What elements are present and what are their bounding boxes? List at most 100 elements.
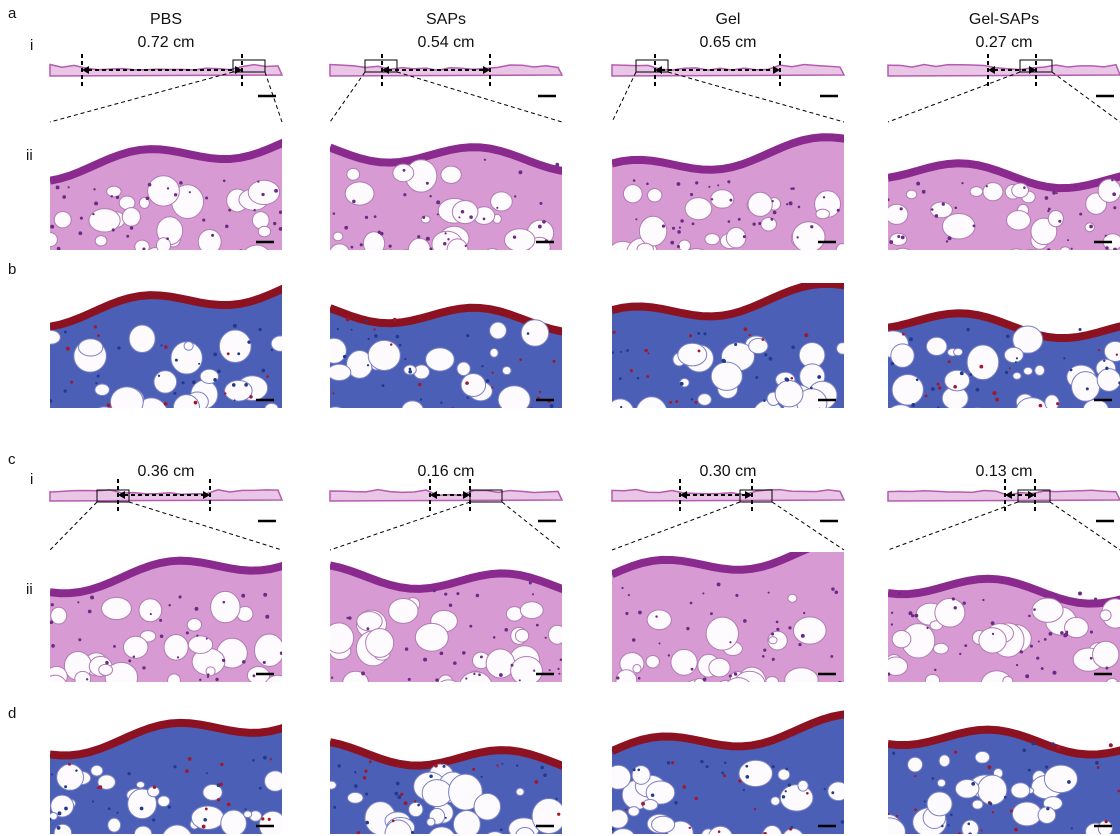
nucleus [638, 677, 641, 680]
nucleus [1016, 357, 1018, 359]
nucleus [771, 632, 774, 635]
nucleus [369, 760, 372, 763]
histology-image [878, 313, 1120, 431]
nucleus [95, 382, 97, 384]
nucleus [771, 200, 773, 202]
nucleus [773, 211, 777, 215]
fat-cell [95, 384, 110, 395]
nucleus [1071, 827, 1073, 829]
fat-cell [939, 755, 950, 767]
nucleus [952, 597, 955, 600]
nucleus [764, 353, 767, 356]
nucleus [707, 414, 710, 417]
nucleus [242, 660, 246, 664]
fat-cell [556, 422, 569, 433]
fat-cell [123, 636, 148, 658]
fat-cell [652, 816, 675, 833]
fat-cell [889, 248, 917, 278]
nucleus [451, 407, 454, 410]
fat-cell [1013, 372, 1021, 379]
nucleus [691, 398, 693, 400]
nucleus [729, 199, 732, 202]
fat-cell [107, 186, 121, 197]
fat-cell [191, 806, 223, 829]
fat-cell [646, 655, 659, 667]
fat-cell [347, 168, 360, 180]
nucleus [763, 399, 766, 402]
nucleus [496, 764, 498, 766]
nucleus [280, 652, 283, 655]
nucleus [738, 218, 741, 221]
nucleus [830, 655, 833, 658]
fat-cell [532, 417, 545, 431]
nucleus [1032, 742, 1036, 746]
nucleus [667, 761, 670, 764]
fat-cell [908, 757, 923, 772]
histology-image [884, 579, 1120, 704]
nucleus [366, 627, 369, 630]
nucleus [399, 344, 402, 347]
nucleus [832, 254, 835, 257]
fat-cell [930, 202, 952, 218]
nucleus [922, 190, 926, 194]
nucleus [630, 369, 633, 372]
histology-image [607, 137, 854, 278]
fat-cell [99, 664, 113, 675]
nucleus [708, 186, 710, 188]
histology-image [324, 565, 572, 702]
nucleus [408, 370, 412, 374]
nucleus [785, 790, 787, 792]
nucleus [644, 349, 647, 352]
nucleus [1075, 185, 1077, 187]
nucleus [111, 195, 113, 197]
nucleus [97, 334, 100, 337]
nucleus [672, 227, 675, 230]
nucleus [1039, 404, 1043, 408]
nucleus [1057, 746, 1061, 750]
nucleus [680, 219, 683, 222]
nucleus [819, 408, 821, 410]
zoom-line [502, 502, 562, 550]
fat-cell [1016, 249, 1046, 272]
nucleus [938, 386, 941, 389]
nucleus [86, 678, 88, 680]
nucleus [465, 677, 467, 679]
fat-cell [879, 253, 901, 276]
nucleus [529, 581, 532, 584]
fat-cell [837, 343, 849, 355]
nucleus [107, 403, 111, 407]
fat-cell [520, 602, 543, 619]
nucleus [49, 399, 53, 403]
nucleus [392, 820, 395, 823]
fat-cell [54, 212, 71, 228]
fat-cell [254, 634, 284, 666]
fat-cell [511, 657, 543, 686]
nucleus [901, 236, 905, 240]
fat-cell [1093, 641, 1119, 668]
nucleus [513, 235, 516, 238]
fat-cell [726, 228, 745, 248]
nucleus [758, 411, 761, 414]
nucleus [418, 383, 421, 386]
nucleus [78, 231, 82, 235]
nucleus [772, 658, 775, 661]
nucleus [500, 828, 503, 831]
fat-cell [333, 232, 343, 241]
nucleus [152, 818, 155, 821]
nucleus [227, 684, 229, 686]
fat-cell [409, 802, 423, 816]
nucleus [1022, 749, 1026, 753]
fat-cell [780, 785, 813, 811]
nucleus [891, 623, 893, 625]
nucleus [435, 678, 438, 681]
nucleus [1038, 409, 1041, 412]
nucleus [94, 201, 98, 205]
nucleus [391, 412, 393, 414]
nucleus [553, 360, 556, 363]
nucleus [620, 351, 622, 353]
nucleus [364, 769, 367, 772]
nucleus [806, 792, 809, 795]
zoom-line [330, 502, 470, 550]
nucleus [478, 673, 481, 676]
zoom-line [397, 72, 562, 122]
